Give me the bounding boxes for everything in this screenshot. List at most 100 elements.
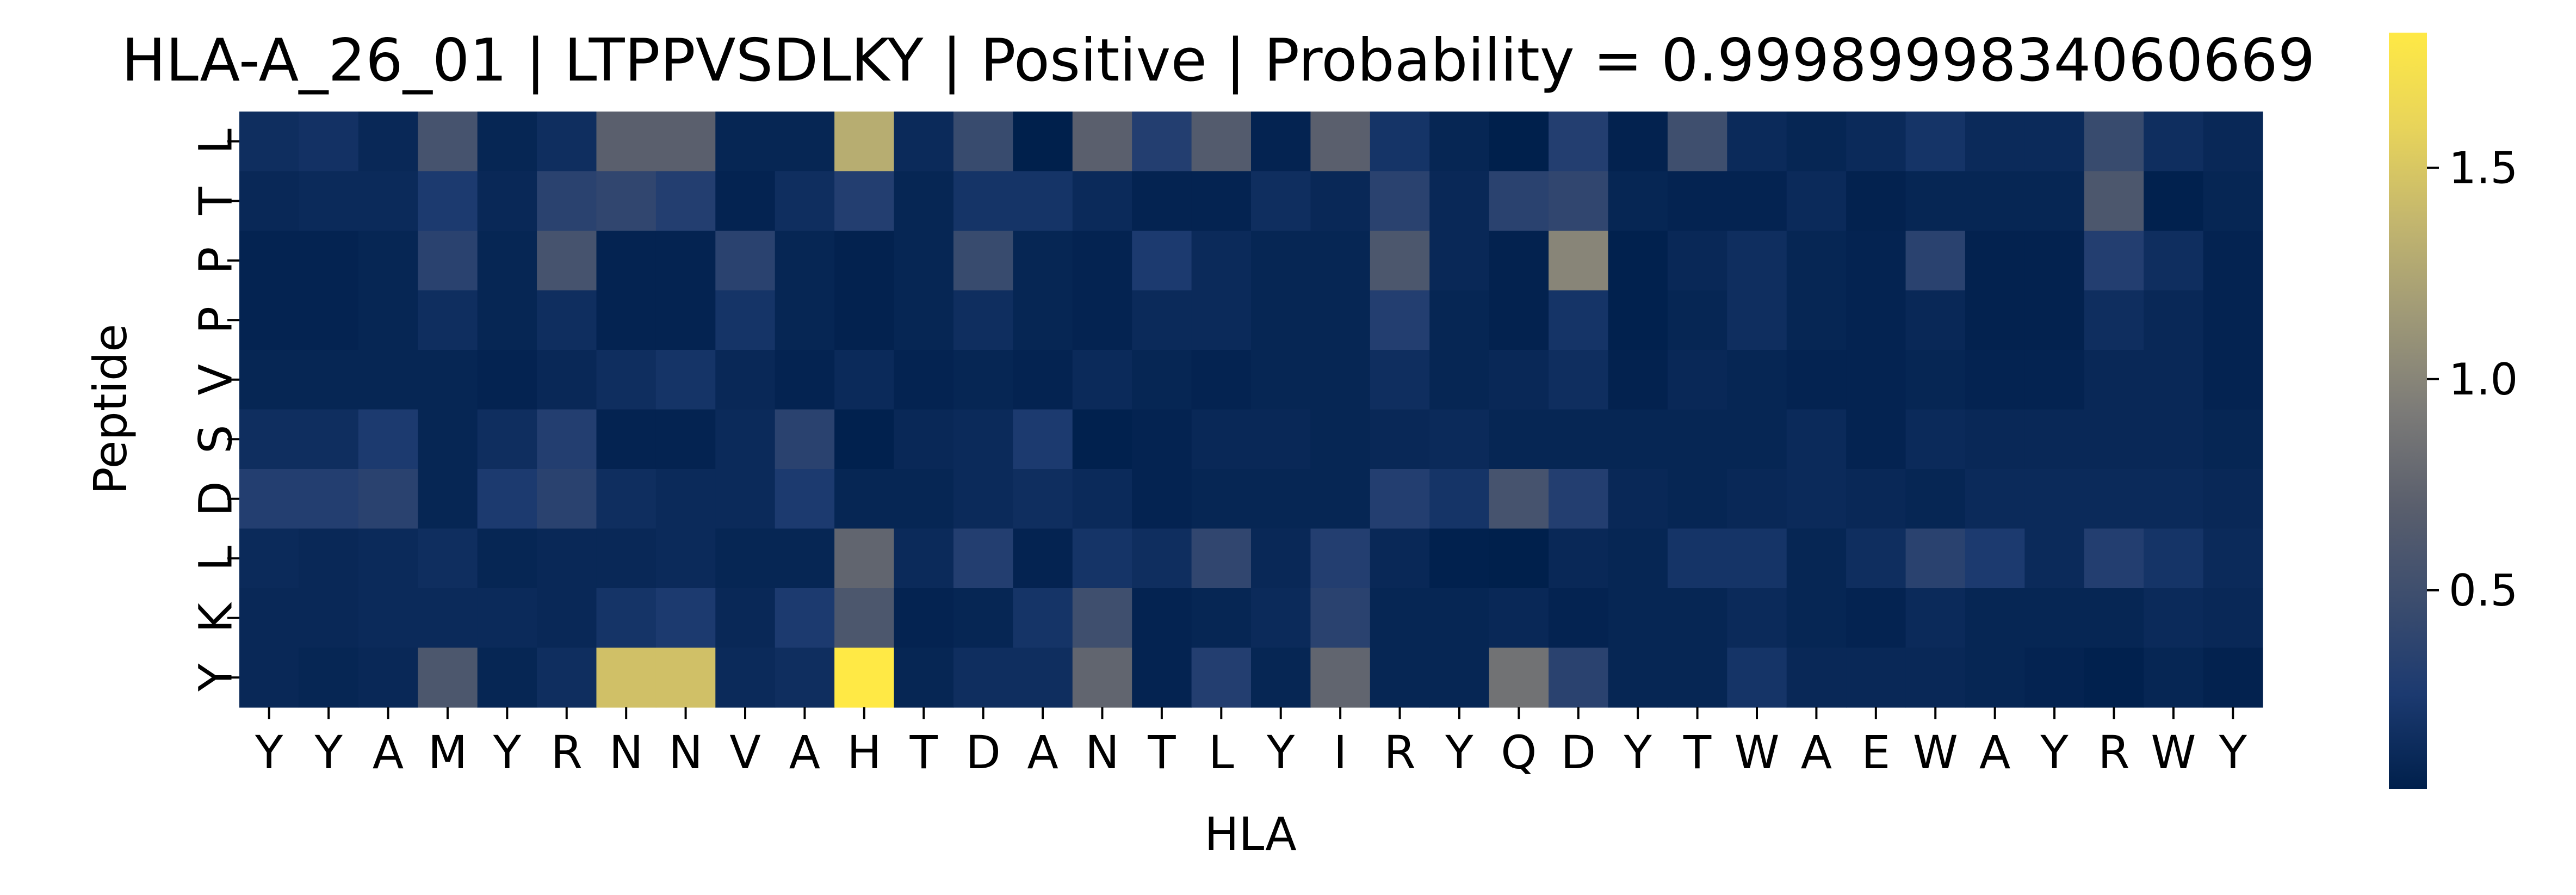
heatmap-cell — [1608, 350, 1668, 410]
heatmap-cell — [239, 528, 300, 589]
heatmap-cell — [1549, 528, 1609, 589]
heatmap-cell — [1905, 231, 1966, 291]
heatmap-cell — [1132, 588, 1192, 649]
heatmap-cell — [1846, 469, 1906, 529]
heatmap-cell — [1072, 231, 1132, 291]
heatmap-cell — [1072, 469, 1132, 529]
heatmap-cell — [2144, 231, 2204, 291]
heatmap-cell — [1013, 647, 1073, 708]
heatmap-cell — [1429, 409, 1490, 470]
heatmap-cell — [715, 290, 776, 350]
heatmap-cell — [2203, 231, 2263, 291]
heatmap-cell — [1370, 409, 1430, 470]
heatmap-cell — [2084, 171, 2144, 231]
heatmap-cell — [1370, 290, 1430, 350]
heatmap-cell — [358, 350, 418, 410]
heatmap-cell — [1608, 112, 1668, 172]
heatmap-cell — [715, 647, 776, 708]
heatmap-cell — [358, 112, 418, 172]
x-tick-label: Y — [2040, 726, 2069, 779]
heatmap-cell — [596, 469, 657, 529]
heatmap-cell — [2084, 469, 2144, 529]
heatmap-cell — [537, 409, 597, 470]
heatmap-cell — [2084, 528, 2144, 589]
heatmap-cell — [596, 290, 657, 350]
heatmap-cell — [1549, 231, 1609, 291]
heatmap-cell — [953, 350, 1013, 410]
heatmap-cell — [299, 528, 359, 589]
heatmap-cell — [953, 112, 1013, 172]
heatmap-cell — [1667, 350, 1727, 410]
heatmap-cell — [1370, 350, 1430, 410]
colorbar — [2389, 33, 2427, 789]
heatmap-cell — [1191, 528, 1252, 589]
heatmap-cell — [2024, 588, 2085, 649]
heatmap-cell — [299, 647, 359, 708]
heatmap-cell — [1727, 409, 1787, 470]
heatmap-cell — [1965, 528, 2025, 589]
heatmap-cell — [299, 409, 359, 470]
heatmap-cell — [477, 171, 537, 231]
heatmap-cell — [1429, 647, 1490, 708]
heatmap-cell — [1072, 528, 1132, 589]
heatmap-cell — [418, 112, 478, 172]
heatmap-cell — [2084, 231, 2144, 291]
x-tick-label: I — [1334, 726, 1347, 779]
heatmap-cell — [1846, 647, 1906, 708]
heatmap-cell — [537, 469, 597, 529]
heatmap-cell — [1191, 112, 1252, 172]
y-tick-label: L — [189, 128, 242, 154]
heatmap-cell — [715, 528, 776, 589]
heatmap-cell — [2144, 528, 2204, 589]
heatmap-cell — [2024, 231, 2085, 291]
y-tick-label: S — [189, 425, 242, 454]
x-tick-label: T — [909, 726, 938, 779]
heatmap-cell — [358, 290, 418, 350]
heatmap-cell — [418, 231, 478, 291]
heatmap-cell — [834, 112, 895, 172]
heatmap-cell — [2084, 290, 2144, 350]
heatmap-cell — [1608, 409, 1668, 470]
heatmap-cell — [239, 588, 300, 649]
y-tick-label: L — [189, 546, 242, 571]
heatmap-cell — [239, 112, 300, 172]
heatmap-cell — [477, 231, 537, 291]
heatmap-cell — [1727, 350, 1787, 410]
heatmap-cell — [834, 528, 895, 589]
x-tick-label: D — [1561, 726, 1596, 779]
heatmap-cell — [1786, 171, 1847, 231]
heatmap-cell — [1072, 171, 1132, 231]
heatmap-cell — [2203, 647, 2263, 708]
heatmap-cell — [1191, 588, 1252, 649]
heatmap-cell — [1072, 409, 1132, 470]
heatmap-cell — [1549, 469, 1609, 529]
heatmap-cell — [1905, 528, 1966, 589]
heatmap-cell — [1489, 231, 1549, 291]
heatmap-cell — [655, 528, 716, 589]
heatmap-cell — [1132, 290, 1192, 350]
heatmap-cell — [953, 469, 1013, 529]
heatmap-cell — [2084, 647, 2144, 708]
heatmap-cell — [1786, 350, 1847, 410]
heatmap-cell — [1429, 350, 1490, 410]
heatmap-cell — [1489, 409, 1549, 470]
heatmap-cell — [1667, 528, 1727, 589]
x-tick-label: R — [1384, 726, 1415, 779]
heatmap-cell — [1072, 290, 1132, 350]
heatmap-cell — [2144, 647, 2204, 708]
heatmap-cell — [1846, 350, 1906, 410]
heatmap-cell — [655, 231, 716, 291]
heatmap-cell — [596, 588, 657, 649]
heatmap-cell — [358, 588, 418, 649]
heatmap-cell — [2144, 171, 2204, 231]
x-tick-label: A — [373, 726, 404, 779]
heatmap-cell — [1191, 350, 1252, 410]
heatmap-cell — [1310, 647, 1371, 708]
x-tick-label: N — [1085, 726, 1119, 779]
heatmap-cell — [1072, 647, 1132, 708]
heatmap-cell — [1310, 588, 1371, 649]
heatmap-cell — [1191, 647, 1252, 708]
heatmap-cell — [1727, 231, 1787, 291]
heatmap-cell — [894, 350, 954, 410]
heatmap-cell — [477, 112, 537, 172]
